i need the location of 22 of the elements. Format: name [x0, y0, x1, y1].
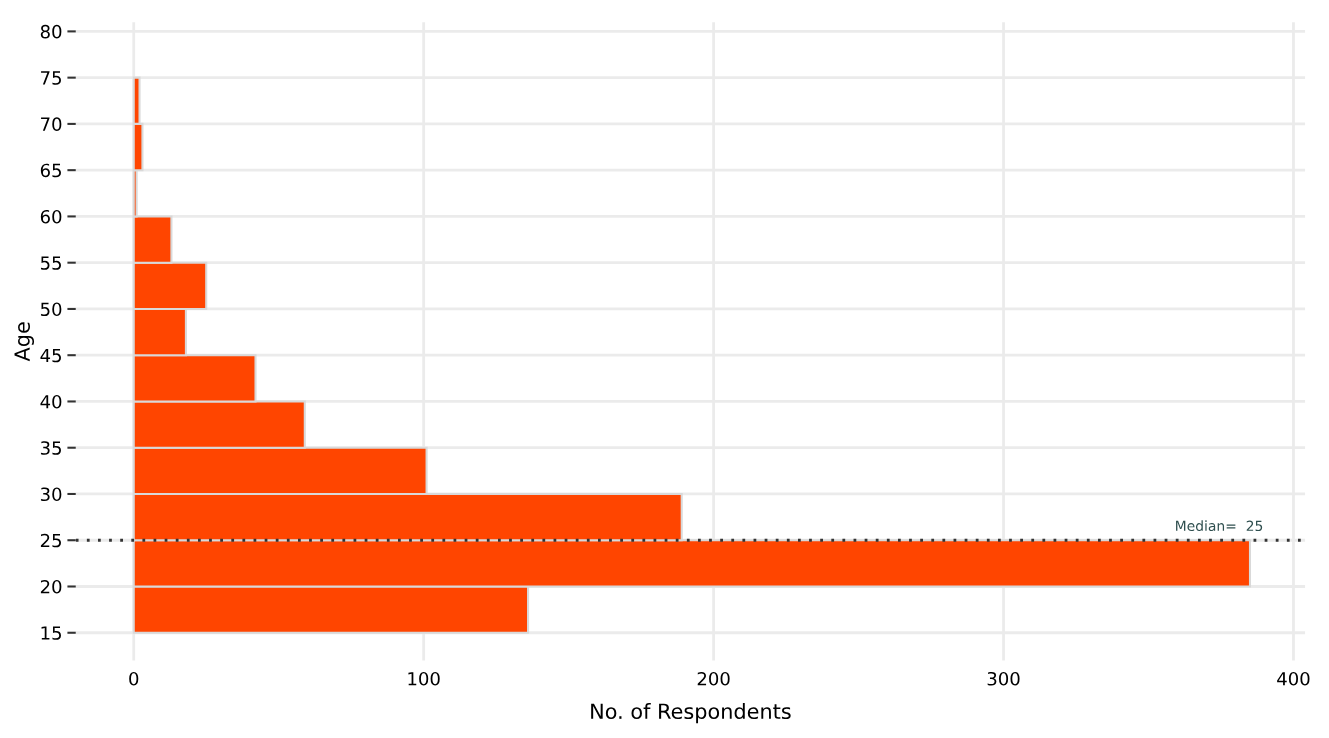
- x-tick-label: 100: [408, 671, 440, 686]
- y-tick-label: 75: [41, 71, 61, 85]
- y-tick-label: 70: [41, 117, 62, 132]
- y-tick-label: 20: [40, 579, 62, 594]
- x-tick-label: 0: [129, 671, 139, 686]
- y-tick-label: 80: [40, 24, 62, 39]
- y-tick-label: 35: [40, 441, 61, 455]
- y-tick-label: 55: [40, 256, 61, 270]
- y-tick-label: 30: [40, 487, 62, 502]
- y-tick-label: 25: [40, 533, 61, 548]
- y-tick-label: 50: [40, 302, 62, 317]
- y-tick-label: 60: [40, 209, 62, 224]
- y-axis-title: Age: [14, 322, 35, 362]
- x-tick-label: 300: [987, 671, 1020, 686]
- y-tick-label: 45: [40, 348, 61, 363]
- y-tick-label: 40: [40, 394, 62, 409]
- y-tick-label: 15: [41, 626, 61, 640]
- y-tick-label: 65: [40, 163, 61, 178]
- ref-line-label: Median= 25: [1176, 520, 1263, 532]
- x-tick-label: 200: [697, 671, 730, 686]
- x-axis-title: No. of Respondents: [591, 702, 791, 724]
- x-tick-label: 400: [1277, 671, 1310, 686]
